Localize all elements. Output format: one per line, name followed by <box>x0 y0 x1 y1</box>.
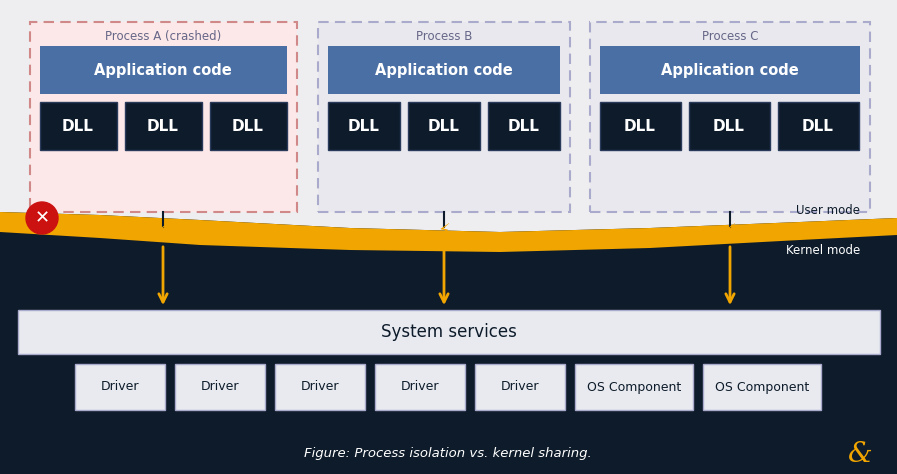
Text: Driver: Driver <box>401 381 440 393</box>
Bar <box>408 102 480 150</box>
Text: Application code: Application code <box>375 63 513 78</box>
Text: Driver: Driver <box>501 381 539 393</box>
Bar <box>475 364 565 410</box>
Bar <box>40 46 287 94</box>
Text: ⚡: ⚡ <box>438 223 450 241</box>
Bar <box>30 22 297 212</box>
Text: Driver: Driver <box>100 381 139 393</box>
Text: System services: System services <box>381 323 517 341</box>
Text: ✕: ✕ <box>34 209 49 227</box>
Text: Kernel mode: Kernel mode <box>786 244 860 256</box>
Bar <box>689 102 770 150</box>
Text: Figure: Process isolation vs. kernel sharing.: Figure: Process isolation vs. kernel sha… <box>304 447 592 459</box>
Bar <box>328 102 400 150</box>
Text: Application code: Application code <box>661 63 799 78</box>
Bar <box>703 364 821 410</box>
Bar <box>778 102 859 150</box>
Bar <box>125 102 202 150</box>
Text: OS Component: OS Component <box>587 381 681 393</box>
Text: DLL: DLL <box>232 118 264 134</box>
Polygon shape <box>0 0 897 232</box>
Text: &: & <box>848 441 873 468</box>
Bar <box>175 364 265 410</box>
Bar <box>600 46 860 94</box>
Text: DLL: DLL <box>713 118 745 134</box>
Bar <box>318 22 570 212</box>
Text: DLL: DLL <box>348 118 380 134</box>
Text: Application code: Application code <box>94 63 232 78</box>
Bar <box>210 102 287 150</box>
Bar <box>40 102 117 150</box>
Text: Driver: Driver <box>300 381 339 393</box>
Text: Process B: Process B <box>416 29 472 43</box>
Text: OS Component: OS Component <box>715 381 809 393</box>
Bar <box>18 310 880 354</box>
Bar <box>600 102 681 150</box>
Text: Process C: Process C <box>701 29 758 43</box>
Text: DLL: DLL <box>508 118 540 134</box>
Bar <box>375 364 465 410</box>
Text: DLL: DLL <box>624 118 656 134</box>
Text: DLL: DLL <box>428 118 460 134</box>
Bar <box>275 364 365 410</box>
Text: Driver: Driver <box>201 381 239 393</box>
Bar <box>488 102 560 150</box>
Text: ⚡: ⚡ <box>157 223 170 241</box>
Bar <box>328 46 560 94</box>
Bar <box>75 364 165 410</box>
Text: ⚡: ⚡ <box>724 223 736 241</box>
Text: User mode: User mode <box>796 203 860 217</box>
Text: DLL: DLL <box>147 118 179 134</box>
Bar <box>575 364 693 410</box>
Polygon shape <box>0 212 897 252</box>
Text: DLL: DLL <box>62 118 94 134</box>
Text: Process A (crashed): Process A (crashed) <box>105 29 222 43</box>
Text: DLL: DLL <box>802 118 834 134</box>
Circle shape <box>26 202 58 234</box>
Bar <box>590 22 870 212</box>
